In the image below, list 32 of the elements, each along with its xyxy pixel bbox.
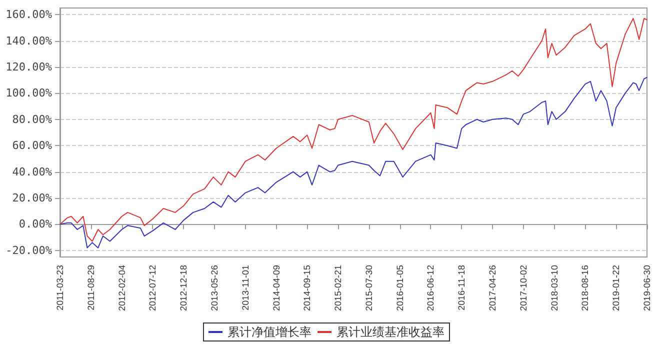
x-tick-label: 2012-07-12: [148, 265, 158, 312]
y-tick-label: 60.00%: [12, 139, 52, 152]
x-tick-label: 2015-07-30: [364, 265, 374, 312]
x-tick-label: 2012-02-04: [116, 265, 127, 312]
legend-label: 累计净值增长率: [228, 325, 312, 339]
y-tick-label: -20.00%: [6, 244, 52, 257]
x-tick-label: 2013-05-26: [209, 265, 220, 312]
y-tick-label: 20.00%: [12, 192, 52, 205]
x-tick-label: 2014-04-09: [271, 265, 282, 312]
x-tick-label: 2016-01-05: [394, 265, 405, 312]
x-tick-label: 2017-04-26: [488, 265, 498, 312]
x-tick-label: 2016-11-18: [456, 265, 467, 310]
y-tick-label: 0.00%: [18, 218, 52, 231]
y-tick-label: 40.00%: [12, 165, 52, 178]
x-tick-label: 2017-10-02: [518, 265, 528, 312]
x-tick-label: 2015-02-21: [333, 265, 344, 312]
x-tick-label: 2019-06-30: [642, 265, 652, 312]
x-tick-label: 2018-08-16: [580, 265, 590, 312]
x-tick-label: 2011-08-29: [86, 265, 96, 310]
x-tick-label: 2014-09-15: [302, 265, 312, 312]
y-tick-label: 140.00%: [6, 34, 52, 48]
x-tick-label: 2013-11-01: [240, 265, 250, 310]
legend-label: 累计业绩基准收益率: [336, 325, 444, 339]
y-tick-label: 100.00%: [6, 86, 52, 100]
x-tick-label: 2016-06-12: [426, 265, 436, 312]
y-tick-label: 160.00%: [6, 8, 52, 22]
y-tick-label: 120.00%: [6, 60, 52, 74]
x-tick-label: 2011-03-23: [55, 265, 65, 310]
x-tick-label: 2012-12-18: [178, 265, 189, 312]
y-tick-label: 80.00%: [12, 112, 52, 126]
x-tick-label: 2019-01-22: [611, 265, 622, 312]
x-tick-label: 2018-03-10: [549, 265, 560, 312]
